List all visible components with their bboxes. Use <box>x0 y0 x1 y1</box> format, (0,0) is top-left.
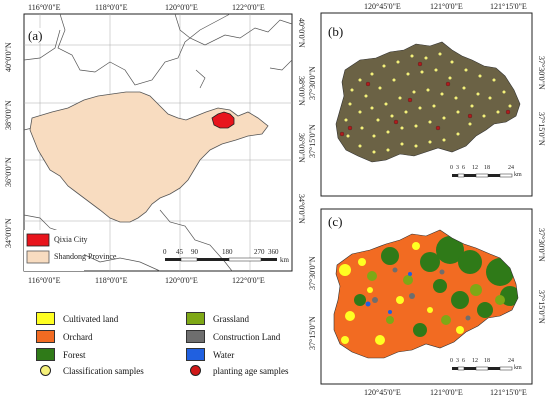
a-bottom-lon-0: 116°0'0"E <box>28 276 61 285</box>
planting-age-samples <box>339 61 511 137</box>
legend-classification-samples: Classification samples <box>36 365 144 376</box>
legend-cultivated-land: Cultivated land <box>36 312 118 325</box>
a-top-lon-0: 116°0'0"E <box>28 3 61 12</box>
orchard-label: Orchard <box>63 331 93 342</box>
b-scale-2: 6 <box>462 165 465 171</box>
c-left-lat-1: 37°15'0"N <box>308 316 317 350</box>
legend-qixia-label: Qixia City <box>54 235 88 244</box>
planting-age-samples-label: planting age samples <box>213 365 289 376</box>
a-scale-5: 360 <box>268 248 279 256</box>
shandong-province-shape <box>29 91 269 223</box>
shandong-legend-swatch <box>26 250 50 264</box>
a-bottom-lon-3: 122°0'0"E <box>232 276 265 285</box>
construction-land-swatch <box>186 330 205 343</box>
cultivated-land-label: Cultivated land <box>63 313 119 324</box>
b-top-lon-1: 121°0'0"E <box>430 2 463 11</box>
a-scale-2: 90 <box>191 248 198 256</box>
cultivated-land-swatch <box>36 312 55 325</box>
legend-orchard: Orchard <box>36 330 92 343</box>
b-scale-1: 3 <box>456 165 459 171</box>
b-top-lon-0: 120°45'0"E <box>364 2 401 11</box>
a-top-lon-3: 122°0'0"E <box>232 3 265 12</box>
panel-c-label: (c) <box>326 214 345 229</box>
a-top-lon-2: 120°0'0"E <box>165 3 198 12</box>
c-scale-0: 0 <box>450 358 453 364</box>
b-scale-0: 0 <box>450 165 453 171</box>
c-scale-1: 3 <box>456 358 459 364</box>
a-scale-4: 270 <box>254 248 265 256</box>
forest-label: Forest <box>63 349 86 360</box>
c-right-lat-0: 37°30'0"N <box>537 228 546 262</box>
panel-a-scalebar <box>165 257 277 262</box>
c-bottom-lon-2: 121°15'0"E <box>490 388 527 397</box>
a-bottom-lon-2: 120°0'0"E <box>165 276 198 285</box>
forest-swatch <box>36 348 55 361</box>
water-label: Water <box>213 349 235 360</box>
qixia-legend-swatch <box>26 233 50 247</box>
legend-forest: Forest <box>36 348 86 361</box>
b-scale-4: 18 <box>484 165 490 171</box>
neighbour-boundaries <box>23 13 293 272</box>
a-bottom-lon-1: 118°0'0"E <box>95 276 128 285</box>
c-scale-3: 12 <box>472 358 478 364</box>
panel-b-scalebar <box>452 173 513 178</box>
qixia-city-shape <box>211 111 235 129</box>
panel-a-graticule <box>24 14 292 271</box>
planting-age-sample-dot-icon <box>190 365 201 376</box>
b-scale-5: 24 <box>508 165 514 171</box>
a-scale-3: 180 <box>222 248 233 256</box>
a-top-lon-1: 118°0'0"E <box>95 3 128 12</box>
c-bottom-lon-0: 120°45'0"E <box>364 388 401 397</box>
legend-water: Water <box>186 348 234 361</box>
c-scale-4: 18 <box>484 358 490 364</box>
a-scale-0: 0 <box>163 248 167 256</box>
a-scale-unit: km <box>280 256 289 264</box>
c-right-lat-1: 37°15'0"N <box>537 290 546 324</box>
panel-c-scalebar <box>452 366 513 371</box>
water-swatch <box>186 348 205 361</box>
legend-shandong-label: Shandong Province <box>54 252 117 261</box>
grassland-swatch <box>186 312 205 325</box>
legend-planting-age-samples: planting age samples <box>186 365 288 376</box>
c-bottom-lon-1: 121°0'0"E <box>430 388 463 397</box>
panel-b-label: (b) <box>326 24 346 39</box>
panel-a-label: (a) <box>26 28 45 43</box>
qixia-imagery-shape <box>335 41 521 163</box>
classification-samples <box>344 52 512 154</box>
classification-sample-dot-icon <box>40 365 51 376</box>
b-top-lon-2: 121°15'0"E <box>490 2 527 11</box>
legend-construction-land: Construction Land <box>186 330 280 343</box>
b-scale-3: 12 <box>472 165 478 171</box>
a-scale-1: 45 <box>176 248 183 256</box>
classification-samples-label: Classification samples <box>63 365 144 376</box>
c-scale-unit: km <box>514 365 522 371</box>
orchard-swatch <box>36 330 55 343</box>
c-left-lat-0: 37°30'0"N <box>308 256 317 290</box>
b-scale-unit: km <box>514 172 522 178</box>
c-scale-5: 24 <box>508 358 514 364</box>
grassland-label: Grassland <box>213 313 249 324</box>
c-scale-2: 6 <box>462 358 465 364</box>
legend-grassland: Grassland <box>186 312 249 325</box>
construction-land-label: Construction Land <box>213 331 281 342</box>
